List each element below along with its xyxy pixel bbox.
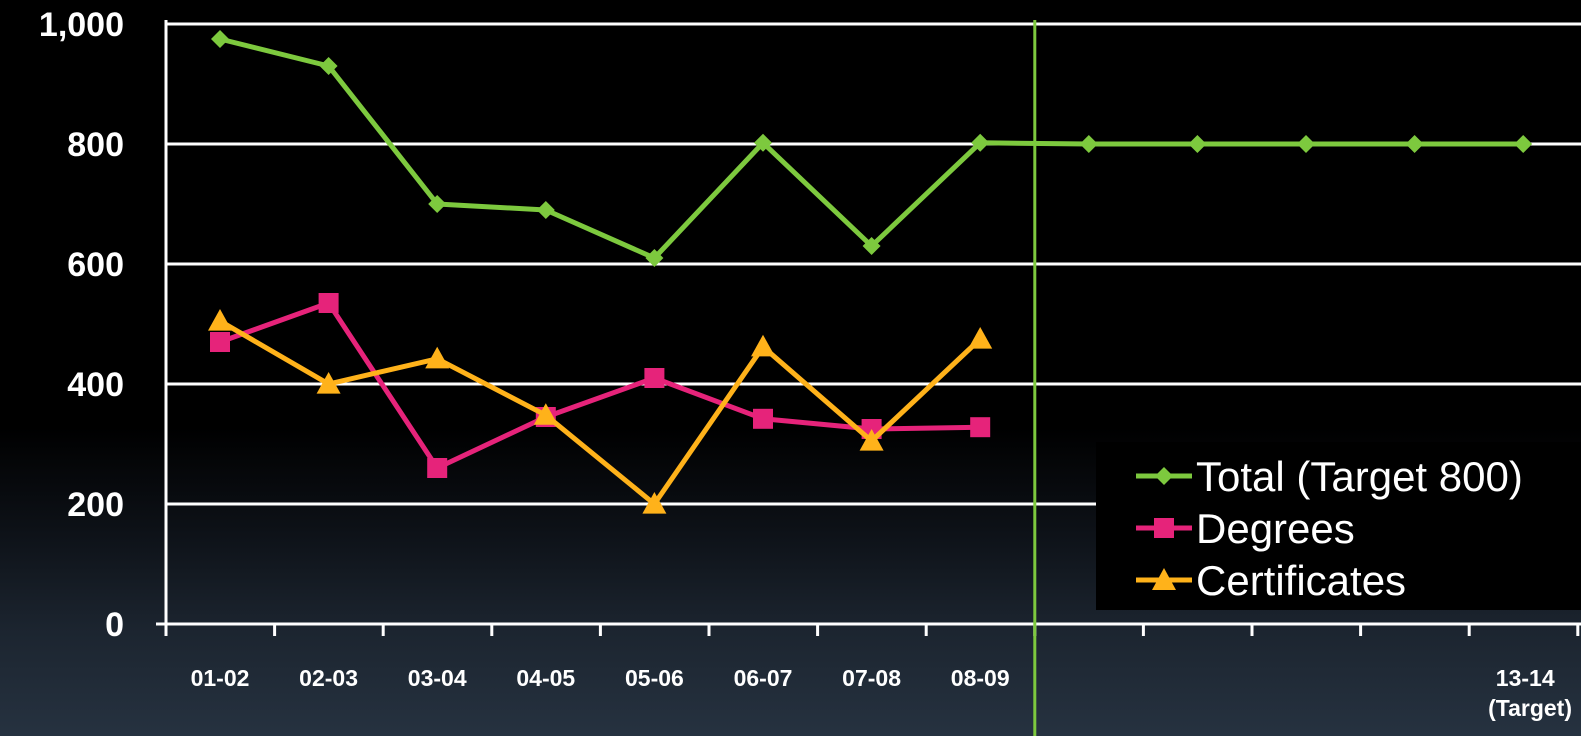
data-point-total-target-800: [1079, 135, 1098, 153]
data-point-total-target-800: [211, 30, 229, 48]
legend-swatch-marker: [1152, 568, 1176, 590]
data-point-total-target-800: [862, 237, 881, 255]
data-point-total-target-800: [428, 195, 447, 213]
data-point-degrees: [970, 417, 991, 438]
data-point-degrees: [318, 293, 339, 313]
data-point-total-target-800: [536, 201, 555, 219]
data-point-degrees: [644, 368, 665, 388]
x-tick-label: 05-06: [625, 665, 684, 691]
legend-label-certificates: Certificates: [1196, 557, 1406, 604]
data-point-total-target-800: [971, 133, 990, 152]
data-point-certificates: [968, 327, 993, 349]
data-point-total-target-800: [1297, 135, 1315, 153]
data-point-certificates: [859, 429, 884, 451]
data-point-total-target-800: [1188, 135, 1207, 153]
y-tick-label: 200: [67, 486, 124, 524]
y-tick-label: 0: [105, 606, 124, 644]
x-tick-label: (Target): [1488, 695, 1572, 721]
series-line-certificates: [218, 318, 982, 507]
data-point-certificates: [316, 372, 341, 394]
data-point-certificates: [751, 334, 775, 357]
y-tick-label: 600: [67, 246, 124, 284]
data-point-total-target-800: [645, 249, 664, 267]
series-layer: [208, 30, 1533, 514]
data-point-degrees: [210, 332, 230, 352]
data-point-degrees: [753, 408, 773, 429]
x-tick-label: 13-14: [1496, 665, 1555, 691]
x-tick-label: 01-02: [191, 665, 250, 691]
data-point-certificates: [208, 309, 232, 331]
data-point-certificates: [533, 403, 558, 425]
x-tick-label: 08-09: [951, 665, 1010, 691]
data-point-total-target-800: [1514, 135, 1533, 153]
y-tick-label: 800: [67, 126, 124, 164]
data-point-total-target-800: [754, 133, 772, 152]
data-point-certificates: [425, 346, 450, 369]
x-tick-label: 03-04: [408, 665, 467, 691]
x-tick-label: 02-03: [299, 665, 358, 691]
legend: Total (Target 800) Degrees Certificates: [1096, 442, 1581, 610]
y-tick-label: 400: [67, 366, 124, 404]
x-tick-label: 07-08: [842, 665, 901, 691]
series-line-total-target-800: [219, 36, 1524, 261]
x-axis: 01-02 02-03 03-04 04-05 05-06 06-07 07-08 08-09…: [156, 622, 1581, 721]
legend-label-degrees: Degrees: [1196, 505, 1355, 552]
x-tick-label: 06-07: [734, 665, 793, 691]
legend-swatch-marker: [1155, 467, 1173, 485]
x-tick-label: 04-05: [516, 665, 575, 691]
legend-swatch-marker: [1154, 518, 1174, 538]
y-tick-label: 1,000: [39, 6, 124, 44]
data-point-total-target-800: [1405, 135, 1424, 153]
legend-label-total-target-800: Total (Target 800): [1196, 453, 1523, 500]
data-point-total-target-800: [319, 57, 338, 75]
data-point-degrees: [427, 458, 448, 478]
y-axis: 0 200 400 600 800 1,000: [39, 6, 168, 644]
data-point-certificates: [642, 492, 667, 514]
